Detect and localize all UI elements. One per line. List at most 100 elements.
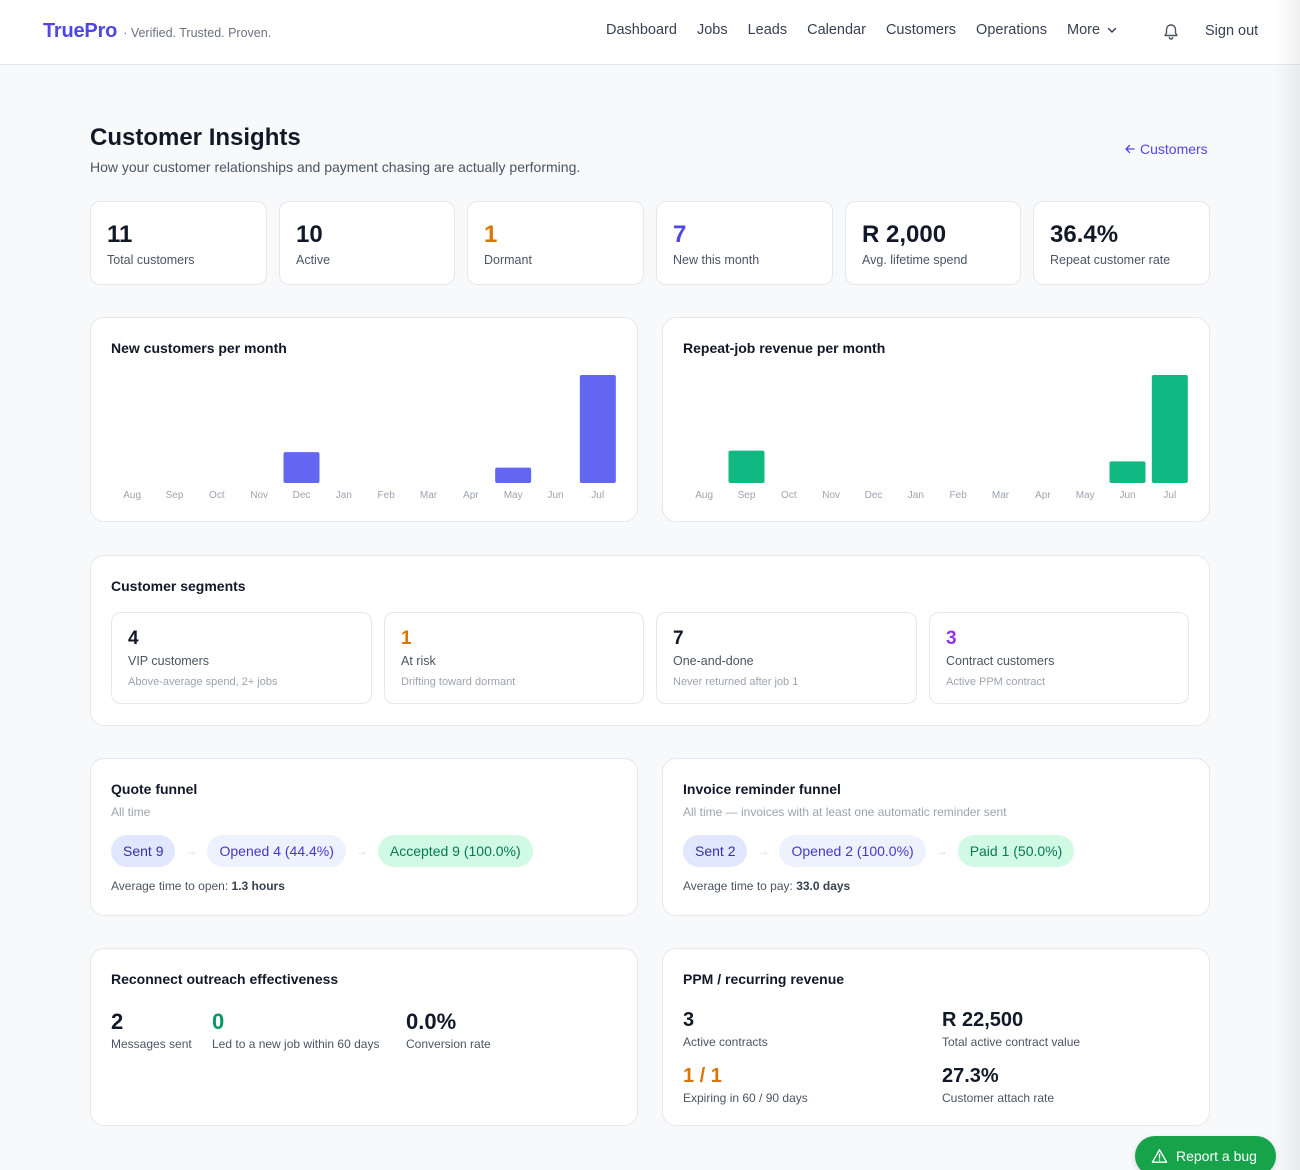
ppm-title: PPM / recurring revenue (683, 971, 845, 987)
tick-label-apr: Apr (463, 490, 479, 501)
funnel-step-sent: Sent 9 (111, 835, 176, 867)
funnel-step-paid: Paid 1 (50.0%) (957, 835, 1075, 867)
back-link-label: Customers (1140, 141, 1208, 157)
invoice-funnel-card: Invoice reminder funnel All time — invoi… (662, 758, 1210, 916)
tick-label-feb: Feb (378, 490, 396, 501)
quote-funnel-subtitle: All time (111, 805, 151, 819)
metric-active-contracts: 3 Active contracts (683, 1007, 768, 1049)
metric-label: Led to a new job within 60 days (212, 1037, 380, 1051)
tick-label-mar: Mar (420, 490, 438, 501)
tick-label-jan: Jan (908, 490, 924, 501)
brand-logo[interactable]: TruePro (43, 20, 118, 42)
stat-label: New this month (673, 253, 760, 267)
segment-label: VIP customers (128, 654, 210, 668)
metric-attach-rate: 27.3% Customer attach rate (942, 1063, 1054, 1105)
metric-led-to-job: 0 Led to a new job within 60 days (212, 1009, 379, 1051)
bar-jul (579, 375, 616, 483)
stat-value: 36.4% (1050, 221, 1119, 248)
metric-messages-sent: 2 Messages sent (111, 1009, 192, 1051)
segment-contract[interactable]: 3 Contract customers Active PPM contract (929, 612, 1189, 704)
arrow-right-icon: → (935, 844, 948, 858)
segments-title: Customer segments (111, 578, 246, 594)
segment-value: 7 (673, 628, 684, 649)
tick-label-oct: Oct (781, 490, 797, 501)
metric-conversion-rate: 0.0% Conversion rate (406, 1009, 491, 1051)
metric-value: 3 (683, 1009, 695, 1031)
nav-more-dropdown[interactable]: More (1067, 22, 1118, 38)
tick-label-jun: Jun (1119, 490, 1135, 501)
report-bug-button[interactable]: Report a bug (1135, 1136, 1276, 1170)
stat-total-customers: 11 Total customers (90, 201, 267, 285)
tick-label-jan: Jan (336, 490, 352, 501)
funnel-step-opened: Opened 4 (44.4%) (207, 835, 346, 867)
metric-value: R 22,500 (942, 1009, 1024, 1031)
back-to-customers-link[interactable]: Customers (1124, 141, 1208, 157)
arrow-right-icon: → (185, 844, 198, 858)
nav-jobs[interactable]: Jobs (696, 22, 728, 38)
segment-label: Contract customers (946, 654, 1055, 668)
nav-dashboard[interactable]: Dashboard (606, 22, 677, 38)
tick-label-jul: Jul (591, 490, 604, 501)
nav-customers[interactable]: Customers (885, 22, 957, 38)
tick-label-apr: Apr (1035, 490, 1051, 501)
ppm-recurring-card: PPM / recurring revenue 3 Active contrac… (662, 948, 1210, 1126)
stat-label: Total customers (107, 253, 195, 267)
tick-label-dec: Dec (865, 490, 883, 501)
invoice-funnel-steps: Sent 2 → Opened 2 (100.0%) → Paid 1 (50.… (683, 835, 1075, 867)
warning-triangle-icon (1151, 1149, 1168, 1163)
arrow-right-icon: → (757, 844, 770, 858)
chevron-down-icon (1107, 27, 1117, 33)
stat-label: Avg. lifetime spend (862, 253, 968, 267)
customer-segments-card: Customer segments 4 VIP customers Above-… (90, 555, 1210, 726)
segment-at-risk[interactable]: 1 At risk Drifting toward dormant (384, 612, 644, 704)
tick-label-jun: Jun (547, 490, 563, 501)
top-navbar: TruePro · Verified. Trusted. Proven. Das… (0, 0, 1300, 65)
arrow-right-icon: → (355, 844, 368, 858)
metric-label: Customer attach rate (942, 1091, 1055, 1105)
tick-label-may: May (504, 490, 523, 501)
metric-value: 0.0% (406, 1009, 457, 1034)
nav-operations[interactable]: Operations (976, 22, 1047, 38)
stat-label: Dormant (484, 253, 532, 267)
note-value: 1.3 hours (231, 879, 285, 893)
stat-dormant: 1 Dormant (467, 201, 644, 285)
tick-label-jul: Jul (1163, 490, 1176, 501)
bell-icon[interactable] (1161, 22, 1181, 42)
brand-tagline: · Verified. Trusted. Proven. (123, 26, 272, 40)
repeat-revenue-chart: Aug Sep Oct Nov Dec Jan Feb Mar Apr May Jun Jul (695, 375, 1188, 501)
nav-more-label: More (1066, 22, 1101, 38)
nav-leads[interactable]: Leads (747, 22, 788, 38)
metric-label: Total active contract value (942, 1035, 1081, 1049)
stat-avg-lifetime-spend: R 2,000 Avg. lifetime spend (845, 201, 1021, 285)
tick-label-feb: Feb (950, 490, 968, 501)
chart-title: Repeat-job revenue per month (683, 340, 886, 356)
segment-one-and-done[interactable]: 7 One-and-done Never returned after job … (656, 612, 917, 704)
bar-jul (1151, 375, 1188, 483)
segment-description: Active PPM contract (946, 676, 1046, 688)
stat-value: 1 (484, 221, 498, 248)
segment-label: At risk (401, 654, 436, 668)
metric-value: 0 (212, 1009, 225, 1034)
sign-out-button[interactable]: Sign out (1205, 23, 1259, 39)
nav-calendar[interactable]: Calendar (807, 22, 866, 38)
brand[interactable]: TruePro · Verified. Trusted. Proven. (43, 20, 271, 43)
segment-vip[interactable]: 4 VIP customers Above-average spend, 2+ … (111, 612, 372, 704)
funnel-step-sent: Sent 2 (683, 835, 748, 867)
bar-dec (283, 452, 320, 483)
tick-label-aug: Aug (123, 490, 141, 501)
stat-value: 11 (107, 221, 133, 248)
tick-label-dec: Dec (293, 490, 311, 501)
stat-new-this-month: 7 New this month (656, 201, 833, 285)
invoice-funnel-note: Average time to pay: 33.0 days (683, 879, 850, 893)
page-title: Customer Insights (90, 124, 301, 151)
metric-label: Messages sent (111, 1037, 192, 1051)
metric-value: 27.3% (942, 1065, 999, 1087)
stat-active: 10 Active (279, 201, 455, 285)
main-nav: Dashboard Jobs Leads Calendar Customers … (606, 22, 1138, 38)
metric-expiring: 1 / 1 Expiring in 60 / 90 days (683, 1063, 808, 1105)
stat-value: 7 (673, 221, 687, 248)
funnel-step-opened: Opened 2 (100.0%) (779, 835, 926, 867)
tick-label-nov: Nov (822, 490, 840, 501)
funnel-step-accepted: Accepted 9 (100.0%) (377, 835, 533, 867)
report-bug-label: Report a bug (1176, 1148, 1257, 1164)
